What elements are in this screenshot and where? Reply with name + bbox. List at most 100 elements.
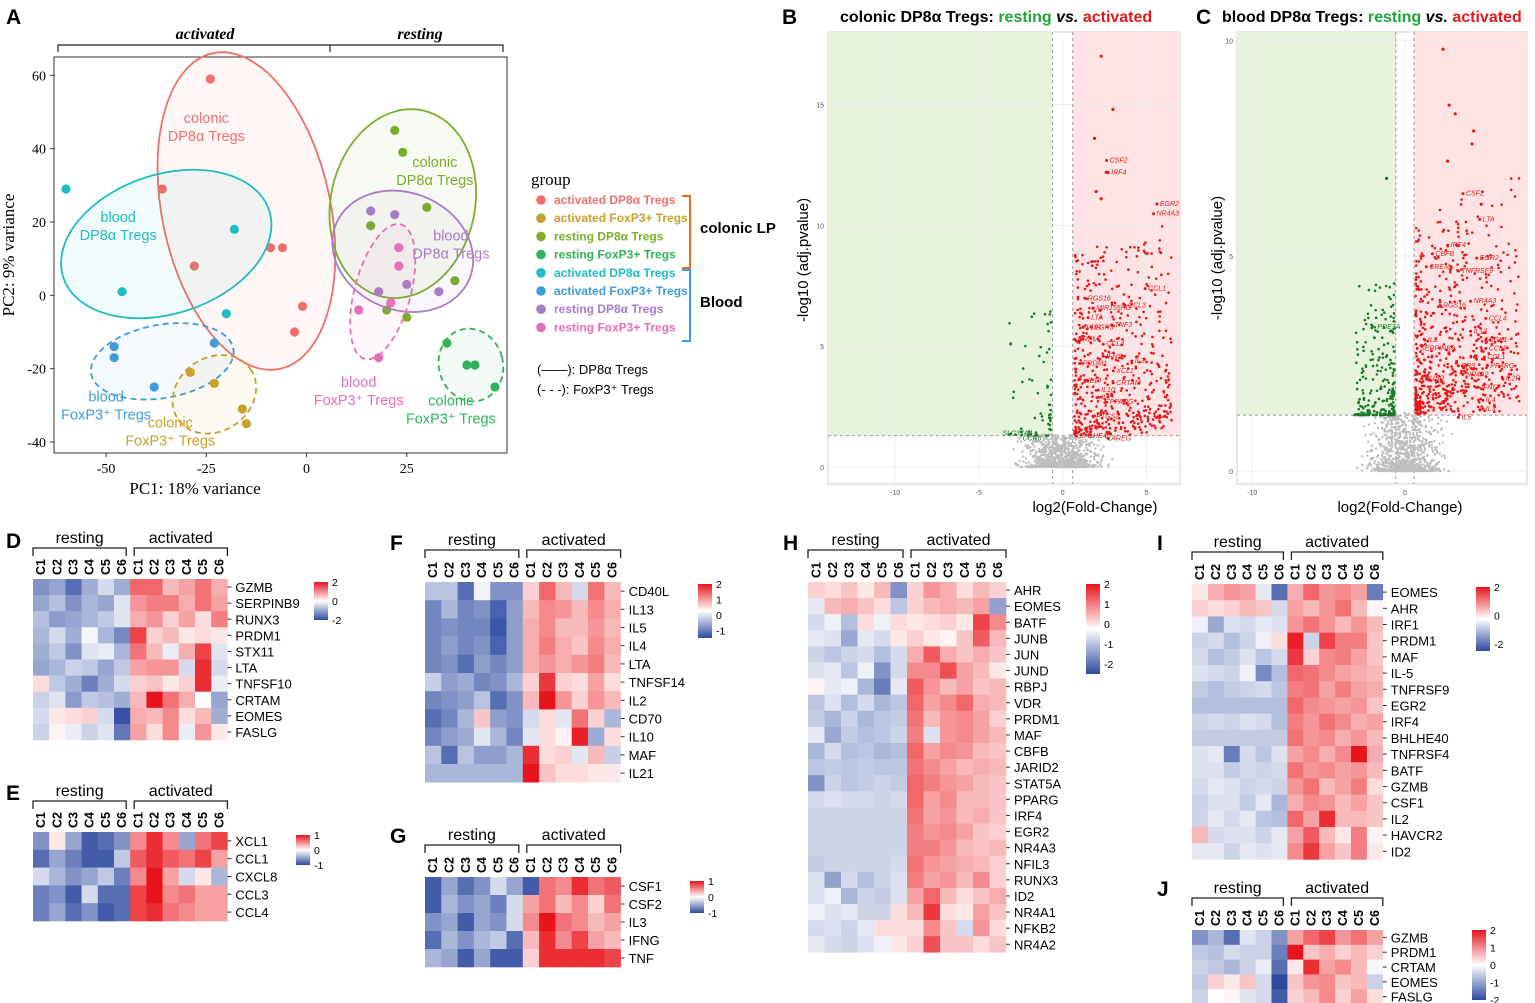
y-tick-label: 10 (816, 223, 824, 230)
heatmap-cell (940, 839, 957, 856)
heatmap-cell (162, 691, 180, 709)
legend-title: group (531, 170, 571, 189)
heatmap-cell (178, 643, 196, 660)
up-gene-point (1431, 325, 1435, 329)
up-gene-point (1461, 328, 1465, 331)
ns-gene-point (1075, 451, 1079, 455)
up-gene-point (1498, 409, 1501, 413)
up-gene-point (1416, 285, 1420, 288)
heatmap-cell (604, 654, 621, 674)
up-gene-point (1417, 229, 1421, 232)
up-gene-point (1439, 358, 1442, 362)
heatmap-cell (940, 791, 957, 808)
heatmap-cell (1351, 697, 1368, 714)
column-label: C2 (1209, 564, 1223, 580)
heatmap-cell (571, 654, 589, 674)
heatmap-cell (857, 775, 875, 792)
column-label: C4 (573, 562, 587, 578)
down-gene-point (1034, 434, 1037, 437)
ns-gene-point (1379, 445, 1383, 448)
ns-gene-point (1055, 465, 1059, 469)
up-gene-point (1101, 352, 1104, 355)
down-gene-label: SLC37A4 (1002, 431, 1032, 438)
ns-gene-point (1431, 465, 1434, 469)
heatmap-cell (1223, 989, 1240, 1003)
heatmap-cell (857, 582, 875, 599)
labeled-up-point (1461, 192, 1465, 196)
ns-gene-point (1372, 432, 1376, 435)
heatmap-cell (146, 849, 163, 868)
column-label: C5 (1257, 910, 1271, 926)
column-label: C3 (1225, 564, 1239, 580)
heatmap-cell (1351, 944, 1368, 960)
heatmap-cell (973, 823, 990, 840)
down-gene-point (1368, 391, 1372, 395)
up-gene-point (1119, 389, 1123, 392)
ns-gene-point (1092, 436, 1095, 439)
heatmap-cell (890, 887, 908, 905)
ns-gene-point (1056, 461, 1059, 465)
ns-gene-point (1100, 458, 1104, 461)
heatmap-cell (571, 582, 589, 601)
heatmap-cell (956, 887, 974, 905)
ns-gene-point (1410, 445, 1414, 449)
pca-y-tick-label: -20 (27, 363, 46, 378)
up-gene-point (1166, 375, 1170, 378)
heatmap-cell (841, 839, 858, 856)
up-gene-point (1421, 406, 1424, 410)
group-label: colonic FoxP3⁺ Tregs (125, 415, 215, 449)
heatmap-cell (162, 707, 180, 725)
up-gene-point (1095, 245, 1099, 249)
down-gene-point (1358, 378, 1362, 382)
down-gene-point (1361, 369, 1365, 373)
ns-gene-point (1044, 437, 1048, 440)
down-gene-point (1382, 343, 1386, 347)
ns-gene-point (1409, 446, 1412, 450)
heatmap-cell (857, 871, 875, 889)
up-gene-point (1158, 416, 1161, 420)
ns-gene-point (1381, 421, 1385, 424)
heatmap-cell (33, 675, 50, 692)
ns-gene-point (1441, 434, 1445, 437)
up-gene-point (1084, 413, 1087, 416)
ns-gene-point (1085, 465, 1089, 468)
ns-gene-point (1038, 434, 1041, 438)
ns-gene-point (1422, 451, 1426, 454)
heatmap-cell (973, 710, 990, 728)
down-gene-point (1384, 284, 1388, 288)
ns-gene-point (1094, 447, 1097, 450)
heatmap-cell (1271, 632, 1288, 650)
heatmap-cell (49, 885, 66, 904)
down-gene-point (1392, 320, 1396, 323)
up-gene-point (1133, 427, 1137, 431)
ns-gene-point (1432, 459, 1435, 462)
heatmap-cell (973, 775, 990, 792)
heatmap-cell (973, 630, 990, 647)
heatmap-cell (1271, 648, 1288, 666)
heatmap-cell (506, 618, 524, 637)
ns-gene-point (1416, 428, 1420, 432)
up-gene-point (1112, 390, 1116, 394)
heatmap-cell (841, 726, 858, 744)
heatmap-cell (1287, 762, 1304, 779)
column-label: C3 (557, 562, 571, 578)
up-gene-point (1087, 362, 1091, 365)
up-gene-point (1167, 372, 1171, 375)
up-gene-point (1162, 424, 1165, 428)
ns-gene-point (1430, 444, 1433, 447)
heatmap-cell (1303, 648, 1320, 666)
ns-gene-point (1427, 467, 1431, 470)
heatmap-cell (841, 823, 858, 840)
up-gene-point (1490, 335, 1494, 339)
up-gene-point (1472, 367, 1476, 370)
heatmap-cell (874, 582, 891, 599)
pca-x-axis-label: PC1: 18% variance (129, 479, 260, 498)
heatmap-cell (857, 726, 875, 744)
scale-tick-label: 2 (1494, 582, 1500, 594)
ns-gene-point (1379, 415, 1382, 419)
up-gene-point (1461, 278, 1465, 282)
ns-gene-point (1405, 443, 1408, 446)
heatmap-cell (890, 743, 908, 760)
